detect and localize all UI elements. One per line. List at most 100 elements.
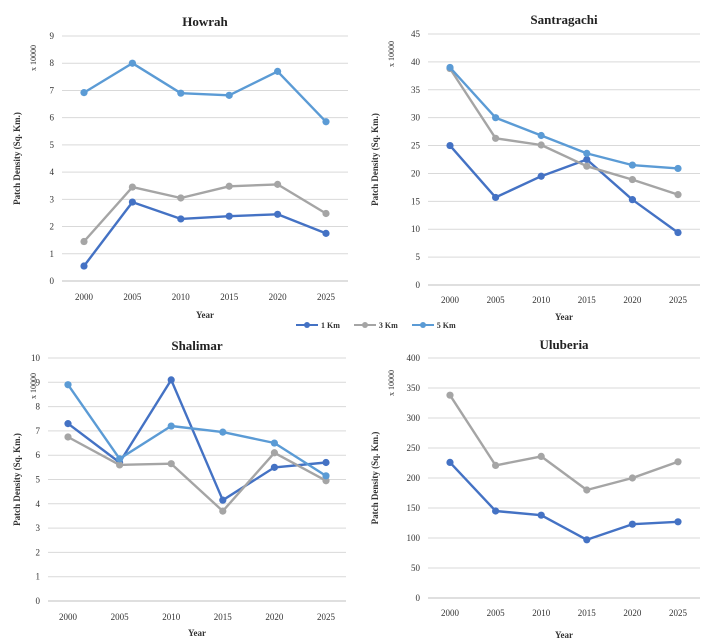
y-tick-label: 6 bbox=[50, 113, 55, 123]
y-tick-label: 3 bbox=[36, 523, 41, 533]
data-point bbox=[177, 215, 185, 223]
x-tick-label: 2000 bbox=[59, 612, 78, 622]
x-tick-label: 2005 bbox=[123, 292, 142, 302]
series-line-1km bbox=[449, 461, 679, 541]
y-axis-label: Patch Density (Sq. Km.) bbox=[12, 433, 22, 526]
data-point bbox=[583, 149, 591, 157]
legend-item-5km: 5 Km bbox=[411, 320, 456, 330]
y-tick-label: 35 bbox=[411, 85, 421, 95]
y-axis-label: Patch Density (Sq. Km.) bbox=[12, 112, 22, 205]
y-tick-label: 9 bbox=[50, 31, 55, 41]
series-line-5km bbox=[67, 384, 327, 477]
chart-title: Santragachi bbox=[530, 12, 598, 27]
data-point bbox=[219, 428, 227, 436]
x-tick-label: 2020 bbox=[265, 612, 284, 622]
y-tick-label: 40 bbox=[411, 57, 421, 67]
data-point bbox=[322, 229, 330, 237]
series-line-1km bbox=[83, 200, 327, 267]
data-point bbox=[270, 439, 278, 447]
data-point bbox=[446, 391, 454, 399]
data-point bbox=[537, 452, 545, 460]
data-point bbox=[492, 193, 500, 202]
y-tick-label: 8 bbox=[36, 402, 41, 412]
data-point bbox=[674, 191, 682, 199]
x-tick-label: 2010 bbox=[532, 295, 551, 305]
y-tick-label: 5 bbox=[36, 475, 41, 485]
y-axis-label: Patch Density (Sq. Km.) bbox=[370, 432, 380, 525]
data-point bbox=[583, 536, 591, 544]
data-point bbox=[674, 228, 682, 237]
data-point bbox=[492, 134, 500, 142]
data-point bbox=[537, 511, 545, 519]
data-point bbox=[674, 458, 682, 466]
y-tick-label: 400 bbox=[407, 353, 421, 363]
y-axis-label: Patch Density (Sq. Km.) bbox=[370, 113, 380, 206]
y-tick-label: 9 bbox=[36, 377, 41, 387]
y-tick-label: 20 bbox=[411, 168, 421, 178]
data-point bbox=[225, 212, 233, 220]
y-tick-label: 100 bbox=[407, 533, 421, 543]
y-tick-label: 2 bbox=[36, 547, 41, 557]
data-point bbox=[167, 422, 175, 430]
data-point bbox=[628, 520, 637, 528]
y-tick-label: 30 bbox=[411, 113, 421, 123]
x-axis-label: Year bbox=[188, 628, 206, 638]
data-point bbox=[274, 67, 282, 75]
data-point bbox=[446, 141, 454, 150]
axis-multiplier: x 10000 bbox=[29, 45, 38, 71]
data-point bbox=[80, 237, 88, 246]
y-tick-label: 8 bbox=[50, 58, 55, 68]
data-point bbox=[628, 161, 637, 169]
data-point bbox=[492, 114, 500, 122]
series-line-3km bbox=[448, 394, 679, 492]
x-tick-label: 2015 bbox=[220, 292, 239, 302]
data-point bbox=[167, 376, 175, 384]
x-tick-label: 2000 bbox=[441, 608, 460, 618]
data-point bbox=[583, 162, 591, 170]
data-point bbox=[322, 118, 330, 126]
y-tick-label: 1 bbox=[36, 572, 41, 582]
axis-multiplier: x 10000 bbox=[387, 41, 396, 67]
series-line-3km bbox=[448, 67, 679, 196]
data-point bbox=[128, 198, 136, 206]
legend-label-5km: 5 Km bbox=[436, 320, 456, 330]
y-tick-label: 150 bbox=[407, 503, 421, 513]
legend-item-1km: 1 Km bbox=[296, 320, 340, 330]
x-tick-label: 2000 bbox=[441, 295, 460, 305]
data-point bbox=[225, 182, 233, 190]
x-tick-label: 2025 bbox=[317, 292, 336, 302]
data-point bbox=[583, 486, 591, 494]
y-tick-label: 250 bbox=[407, 443, 421, 453]
y-tick-label: 25 bbox=[411, 141, 421, 151]
y-tick-label: 3 bbox=[50, 194, 55, 204]
data-point bbox=[167, 460, 175, 468]
y-tick-label: 0 bbox=[416, 593, 421, 603]
x-tick-label: 2025 bbox=[669, 608, 688, 618]
axis-multiplier: x 10000 bbox=[29, 373, 38, 399]
x-tick-label: 2015 bbox=[578, 295, 597, 305]
y-tick-label: 2 bbox=[50, 222, 55, 232]
x-tick-label: 2010 bbox=[162, 612, 181, 622]
data-point bbox=[583, 155, 591, 164]
x-tick-label: 2025 bbox=[669, 295, 688, 305]
series-line-3km bbox=[67, 435, 327, 513]
y-tick-label: 15 bbox=[411, 196, 421, 206]
x-tick-label: 2020 bbox=[623, 295, 642, 305]
data-point bbox=[177, 194, 185, 202]
data-point bbox=[270, 463, 278, 471]
y-tick-label: 350 bbox=[407, 383, 421, 393]
data-point bbox=[492, 507, 500, 515]
x-tick-label: 2020 bbox=[269, 292, 288, 302]
data-point bbox=[80, 262, 88, 270]
data-point bbox=[225, 91, 233, 99]
chart-legend: 1 Km 3 Km 5 Km bbox=[296, 318, 456, 332]
data-point bbox=[446, 63, 454, 72]
data-point bbox=[537, 131, 545, 140]
x-tick-label: 2010 bbox=[172, 292, 191, 302]
data-point bbox=[674, 164, 682, 173]
data-point bbox=[322, 458, 330, 467]
data-point bbox=[64, 381, 72, 389]
data-point bbox=[628, 474, 637, 482]
data-point bbox=[64, 420, 72, 428]
x-tick-label: 2025 bbox=[317, 612, 336, 622]
